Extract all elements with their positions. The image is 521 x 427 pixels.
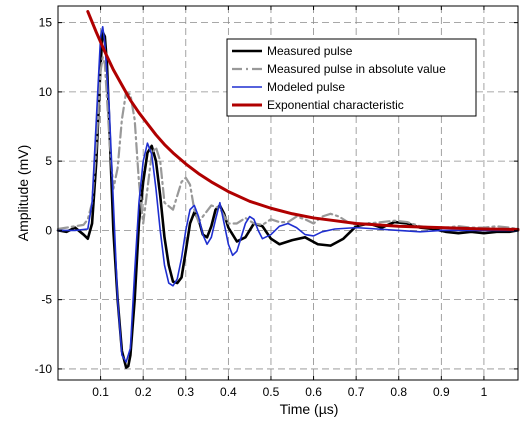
plot-frame [57,5,519,381]
y-tick-label: 5 [45,154,52,168]
legend-label-2: Measured pulse in absolute value [267,62,446,76]
legend-box [226,38,477,117]
y-axis-label: Amplitude (mV) [15,145,31,241]
x-tick-label: 0.2 [135,385,152,399]
series-lines [56,10,520,369]
x-tick-label: 0.9 [433,385,450,399]
x-tick-label: 0.6 [305,385,322,399]
series-line-4 [86,10,520,231]
x-axis-label: Time (µs) [280,401,339,417]
x-tick-label: 0.7 [348,385,365,399]
y-tick-label: 0 [45,223,52,237]
y-tick-label: 10 [39,85,53,99]
legend-label-4: Exponential characteristic [267,98,404,112]
x-tick-label: 0.1 [92,385,109,399]
legend: Measured pulse Measured pulse in absolute… [226,38,477,117]
y-tick-label: -10 [35,362,53,376]
series-line-3 [57,25,519,363]
x-tick-label: 0.5 [263,385,280,399]
x-tick-label: 1 [481,385,488,399]
y-tick-label: -5 [41,293,52,307]
y-axis-ticks: -10 -5 0 5 10 15 [35,16,518,376]
x-tick-label: 0.8 [390,385,407,399]
x-tick-label: 0.4 [220,385,237,399]
x-axis-ticks: 0.1 0.2 0.3 0.4 0.5 0.6 0.7 0.8 0.9 1 [92,6,488,399]
x-tick-label: 0.3 [177,385,194,399]
legend-label-1: Measured pulse [267,44,353,58]
series-line-2 [56,56,520,231]
legend-label-3: Modeled pulse [267,80,345,94]
y-tick-label: 15 [39,16,53,30]
